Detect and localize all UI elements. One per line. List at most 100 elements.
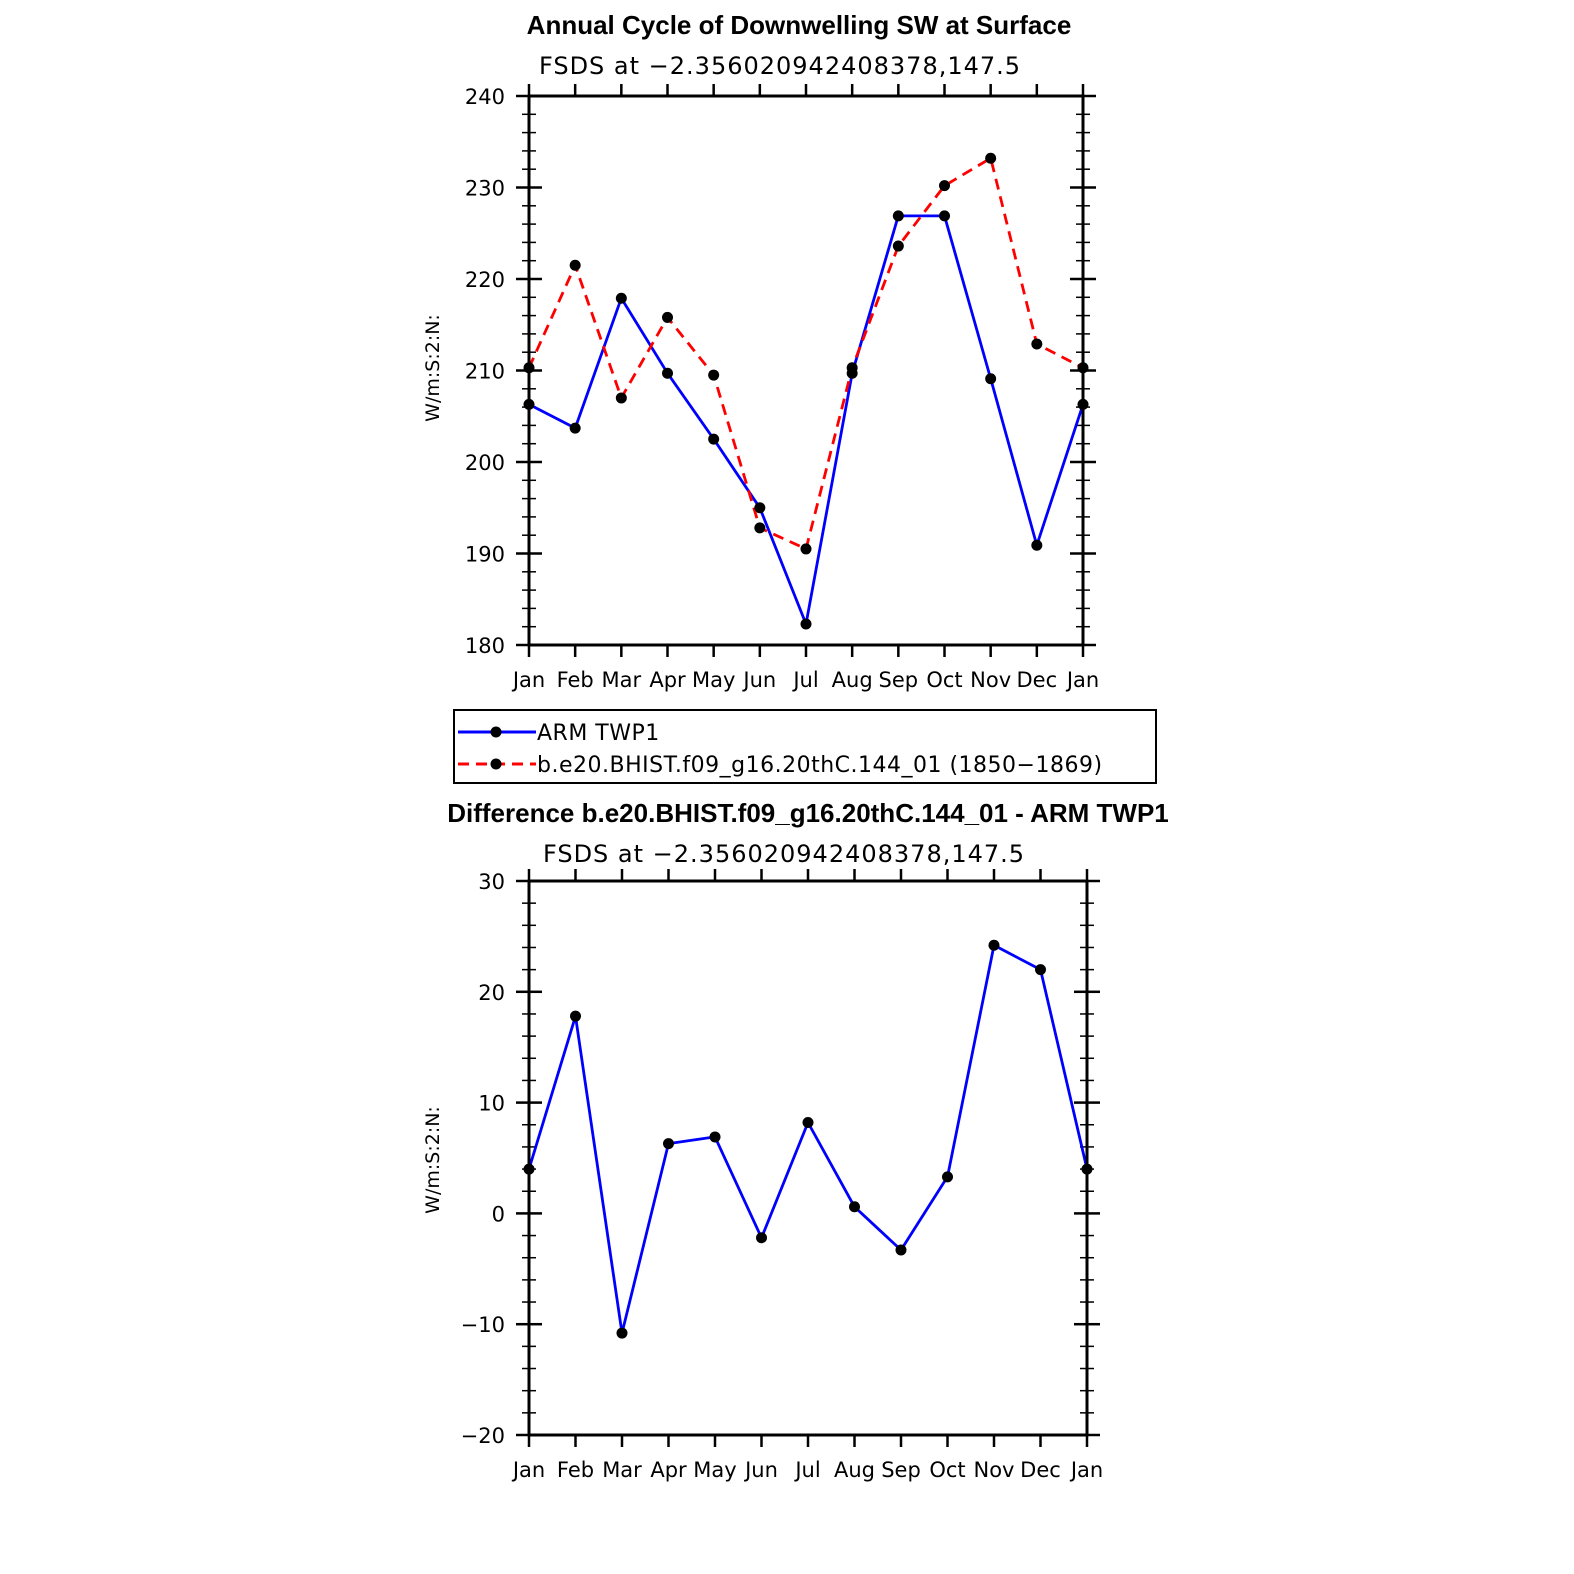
plot-frame bbox=[527, 879, 1089, 1437]
annual-cycle-chart: Annual Cycle of Downwelling SW at Surfac… bbox=[422, 10, 1099, 692]
y-tick-label: 10 bbox=[478, 1092, 505, 1116]
data-point bbox=[709, 1131, 721, 1143]
legend-label-model: b.e20.BHIST.f09_g16.20thC.144_01 (1850−1… bbox=[537, 753, 1103, 778]
x-tick-label: Sep bbox=[879, 668, 919, 692]
series-line-0 bbox=[528, 214, 1085, 626]
data-point bbox=[754, 522, 766, 534]
x-tick-label: Mar bbox=[602, 1458, 642, 1482]
y-tick-label: 30 bbox=[478, 870, 505, 894]
data-point bbox=[895, 1244, 907, 1256]
y-axis-label: W/m:S:2:N: bbox=[422, 314, 444, 422]
x-tick-labels: Jan Feb Mar Apr May Jun Jul Aug Sep Oct Nov Dec Jan bbox=[511, 1458, 1103, 1482]
y-tick-label: 20 bbox=[478, 981, 505, 1005]
x-tick-label: Sep bbox=[881, 1458, 921, 1482]
data-point bbox=[800, 543, 812, 555]
difference-chart: Difference b.e20.BHIST.f09_g16.20thC.144… bbox=[422, 798, 1169, 1482]
data-point bbox=[1031, 338, 1043, 350]
x-tick-label: Apr bbox=[650, 1458, 687, 1482]
data-point bbox=[615, 292, 627, 304]
legend-label-arm: ARM TWP1 bbox=[537, 721, 660, 746]
legend-marker-model bbox=[490, 758, 502, 770]
x-tick-label: Jul bbox=[793, 1458, 820, 1482]
data-point bbox=[569, 259, 581, 271]
x-tick-label: Apr bbox=[649, 668, 686, 692]
data-point bbox=[616, 1327, 628, 1339]
data-point bbox=[988, 939, 1000, 951]
x-tick-label: Oct bbox=[929, 1458, 965, 1482]
data-point bbox=[708, 433, 720, 445]
y-tick-label: 190 bbox=[465, 543, 505, 567]
marker-layer bbox=[523, 939, 1093, 1339]
y-tick-labels: 180 190 200 210 220 230 240 bbox=[465, 85, 505, 658]
tick-marks bbox=[516, 84, 1096, 657]
x-tick-label: Dec bbox=[1020, 1458, 1061, 1482]
data-point bbox=[985, 152, 997, 164]
x-tick-label: Oct bbox=[926, 668, 962, 692]
data-point bbox=[846, 362, 858, 374]
legend-entry-arm: ARM TWP1 bbox=[458, 721, 660, 746]
legend-box bbox=[453, 709, 1157, 784]
data-point bbox=[892, 210, 904, 222]
marker-layer bbox=[523, 152, 1089, 630]
x-tick-label: May bbox=[692, 668, 735, 692]
data-point bbox=[708, 369, 720, 381]
y-tick-label: 240 bbox=[465, 85, 505, 109]
x-tick-label: Jan bbox=[1069, 1458, 1103, 1482]
data-point bbox=[756, 1232, 767, 1244]
x-tick-label: Nov bbox=[974, 1458, 1015, 1482]
x-tick-label: Jul bbox=[791, 668, 818, 692]
data-point bbox=[849, 1201, 860, 1213]
chart-title: Difference b.e20.BHIST.f09_g16.20thC.144… bbox=[447, 798, 1169, 828]
y-tick-label: 210 bbox=[465, 360, 505, 384]
y-axis-label: W/m:S:2:N: bbox=[422, 1106, 444, 1214]
y-tick-label: 180 bbox=[465, 634, 505, 658]
data-point bbox=[939, 210, 950, 222]
legend: ARM TWP1 b.e20.BHIST.f09_g16.20thC.144_0… bbox=[453, 709, 1157, 784]
data-point bbox=[892, 240, 904, 252]
data-point bbox=[615, 392, 627, 404]
plot-frame bbox=[527, 94, 1085, 647]
series-line-0 bbox=[527, 943, 1089, 1335]
data-point bbox=[985, 373, 997, 385]
x-tick-label: Jun bbox=[743, 1458, 778, 1482]
series-line-1 bbox=[527, 156, 1084, 551]
data-point bbox=[939, 180, 950, 192]
x-tick-label: Jun bbox=[741, 668, 776, 692]
x-tick-label: Jan bbox=[511, 668, 545, 692]
series-layer bbox=[523, 939, 1093, 1339]
chart-subtitle: FSDS at −2.356020942408378,147.5 bbox=[539, 52, 1021, 80]
chart-title: Annual Cycle of Downwelling SW at Surfac… bbox=[527, 10, 1072, 40]
x-tick-label: Jan bbox=[1065, 668, 1099, 692]
x-tick-label: Jan bbox=[511, 1458, 545, 1482]
y-tick-label: −20 bbox=[461, 1424, 505, 1448]
data-point bbox=[754, 502, 766, 514]
data-point bbox=[800, 618, 812, 630]
data-point bbox=[570, 1010, 581, 1022]
x-tick-label: Aug bbox=[834, 1458, 875, 1482]
data-point bbox=[1035, 964, 1046, 976]
y-tick-label: −10 bbox=[461, 1313, 505, 1337]
x-tick-label: Nov bbox=[970, 668, 1011, 692]
series-layer bbox=[523, 152, 1089, 630]
y-tick-label: 200 bbox=[465, 451, 505, 475]
x-tick-label: May bbox=[693, 1458, 736, 1482]
x-tick-label: Aug bbox=[832, 668, 873, 692]
legend-marker-arm bbox=[490, 726, 502, 738]
data-point bbox=[942, 1171, 953, 1183]
legend-entry-model: b.e20.BHIST.f09_g16.20thC.144_01 (1850−1… bbox=[458, 753, 1103, 778]
x-tick-label: Mar bbox=[602, 668, 642, 692]
data-point bbox=[662, 311, 673, 323]
x-tick-label: Feb bbox=[557, 668, 594, 692]
x-tick-labels: Jan Feb Mar Apr May Jun Jul Aug Sep Oct Nov Dec Jan bbox=[511, 668, 1099, 692]
data-point bbox=[569, 422, 581, 434]
y-tick-label: 220 bbox=[465, 268, 505, 292]
data-point bbox=[662, 367, 673, 379]
y-tick-labels: −20 −10 0 10 20 30 bbox=[461, 870, 505, 1448]
y-tick-label: 230 bbox=[465, 177, 505, 201]
x-tick-label: Feb bbox=[557, 1458, 594, 1482]
x-tick-label: Dec bbox=[1017, 668, 1058, 692]
data-point bbox=[663, 1138, 674, 1150]
y-tick-label: 0 bbox=[492, 1202, 505, 1226]
data-point bbox=[802, 1117, 814, 1129]
